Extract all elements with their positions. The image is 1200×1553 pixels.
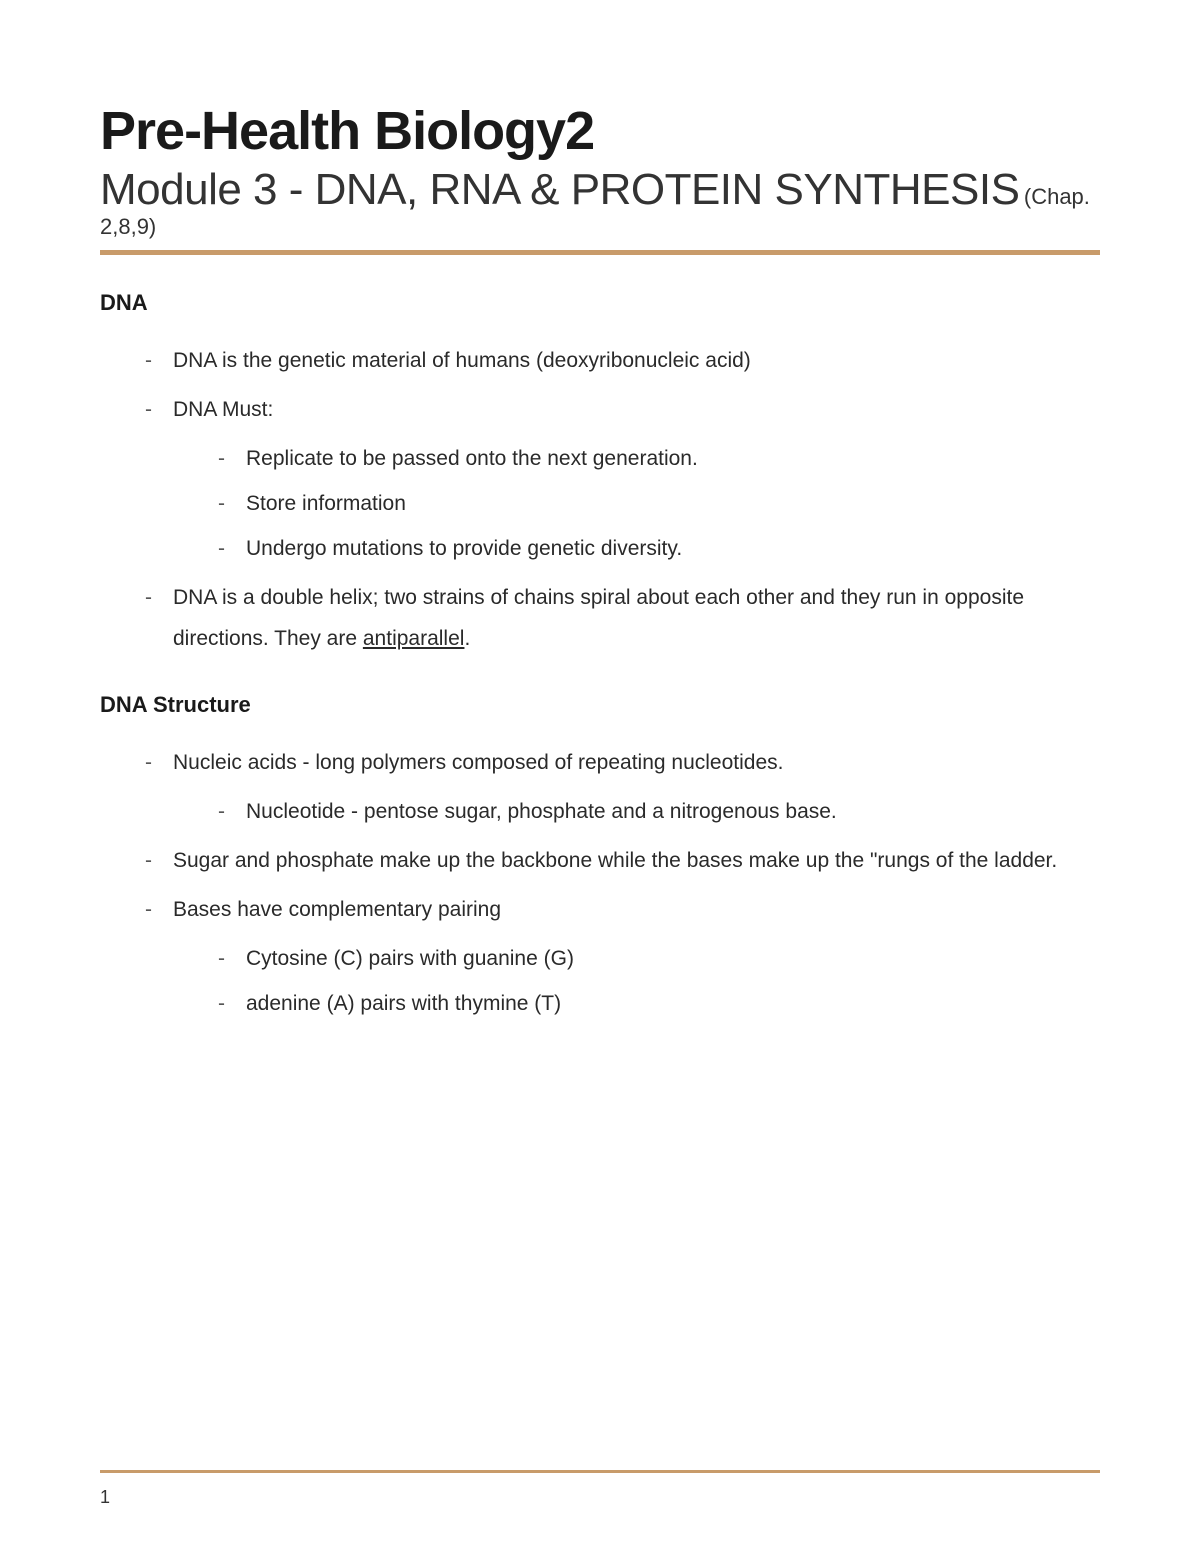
structure-list: Nucleic acids - long polymers composed o… <box>100 743 1100 1025</box>
course-title: Pre-Health Biology2 <box>100 100 1100 162</box>
item-text-post: . <box>464 627 470 650</box>
subtitle-line: Module 3 - DNA, RNA & PROTEIN SYNTHESIS … <box>100 166 1100 240</box>
item-text: Cytosine (C) pairs with guanine (G) <box>246 947 574 970</box>
list-item: Cytosine (C) pairs with guanine (G) <box>218 939 1100 980</box>
header-divider <box>100 250 1100 255</box>
list-item: Replicate to be passed onto the next gen… <box>218 439 1100 480</box>
list-item: DNA is the genetic material of humans (d… <box>145 341 1100 382</box>
item-text: Store information <box>246 492 406 515</box>
item-text: Undergo mutations to provide genetic div… <box>246 537 682 560</box>
list-item: DNA Must: Replicate to be passed onto th… <box>145 390 1100 570</box>
list-item: Bases have complementary pairing Cytosin… <box>145 890 1100 1025</box>
list-item: Store information <box>218 484 1100 525</box>
page-number: 1 <box>100 1487 110 1508</box>
module-title: Module 3 - DNA, RNA & PROTEIN SYNTHESIS <box>100 165 1019 214</box>
list-item: Nucleotide - pentose sugar, phosphate an… <box>218 792 1100 833</box>
list-item: DNA is a double helix; two strains of ch… <box>145 578 1100 660</box>
list-item: Nucleic acids - long polymers composed o… <box>145 743 1100 833</box>
item-text: Sugar and phosphate make up the backbone… <box>173 849 1057 872</box>
dna-list: DNA is the genetic material of humans (d… <box>100 341 1100 660</box>
footer-divider <box>100 1470 1100 1473</box>
nested-list: Cytosine (C) pairs with guanine (G) aden… <box>173 939 1100 1025</box>
document-header: Pre-Health Biology2 Module 3 - DNA, RNA … <box>100 100 1100 255</box>
list-item: Undergo mutations to provide genetic div… <box>218 529 1100 570</box>
item-text: adenine (A) pairs with thymine (T) <box>246 992 561 1015</box>
item-text: Replicate to be passed onto the next gen… <box>246 447 698 470</box>
item-text: Nucleic acids - long polymers composed o… <box>173 751 784 774</box>
item-text-underlined: antiparallel <box>363 627 465 650</box>
nested-list: Nucleotide - pentose sugar, phosphate an… <box>173 792 1100 833</box>
item-text: DNA Must: <box>173 398 273 421</box>
list-item: Sugar and phosphate make up the backbone… <box>145 841 1100 882</box>
item-text-pre: DNA is a double helix; two strains of ch… <box>173 586 1024 650</box>
item-text: DNA is the genetic material of humans (d… <box>173 349 751 372</box>
item-text: Nucleotide - pentose sugar, phosphate an… <box>246 800 837 823</box>
list-item: adenine (A) pairs with thymine (T) <box>218 984 1100 1025</box>
section-heading-dna: DNA <box>100 290 1100 316</box>
item-text: Bases have complementary pairing <box>173 898 501 921</box>
nested-list: Replicate to be passed onto the next gen… <box>173 439 1100 570</box>
section-heading-structure: DNA Structure <box>100 692 1100 718</box>
